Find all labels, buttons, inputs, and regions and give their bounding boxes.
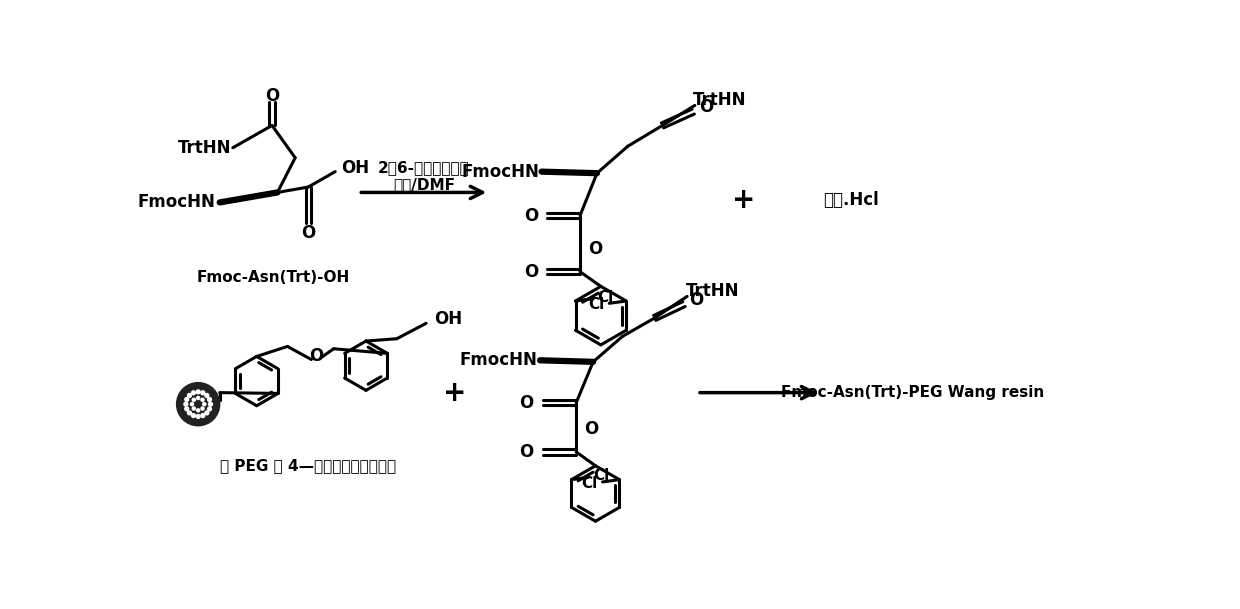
- Circle shape: [192, 398, 196, 401]
- Circle shape: [184, 403, 187, 406]
- Text: 2，6-二氯苯甲酰氯: 2，6-二氯苯甲酰氯: [378, 160, 470, 175]
- Text: TrtHN: TrtHN: [686, 282, 739, 300]
- Circle shape: [176, 382, 219, 426]
- Text: 吵啺/DMF: 吵啺/DMF: [393, 177, 455, 192]
- Text: Cl: Cl: [598, 290, 614, 304]
- Text: TrtHN: TrtHN: [177, 139, 231, 157]
- Text: FmocHN: FmocHN: [138, 194, 216, 211]
- Text: 吵啺.Hcl: 吵啺.Hcl: [823, 191, 879, 209]
- Text: +: +: [443, 379, 466, 407]
- Circle shape: [187, 393, 191, 398]
- Circle shape: [208, 403, 212, 406]
- Circle shape: [201, 414, 205, 418]
- Text: FmocHN: FmocHN: [461, 163, 539, 181]
- Circle shape: [207, 407, 212, 411]
- Text: O: O: [689, 291, 703, 309]
- Circle shape: [201, 391, 205, 395]
- Text: TrtHN: TrtHN: [693, 91, 746, 109]
- Text: O: O: [520, 443, 534, 461]
- Text: Cl: Cl: [588, 297, 605, 312]
- Text: +: +: [732, 186, 755, 214]
- Circle shape: [201, 398, 205, 401]
- Circle shape: [197, 396, 200, 400]
- Text: O: O: [525, 206, 538, 225]
- Text: O: O: [301, 224, 315, 242]
- Text: O: O: [520, 393, 534, 412]
- Text: Cl: Cl: [582, 476, 598, 491]
- Circle shape: [185, 407, 188, 411]
- Circle shape: [197, 409, 200, 412]
- Circle shape: [196, 415, 200, 418]
- Text: FmocHN: FmocHN: [460, 351, 538, 369]
- Circle shape: [187, 411, 191, 415]
- Circle shape: [207, 398, 212, 401]
- Text: O: O: [309, 348, 324, 365]
- Text: OH: OH: [341, 159, 370, 177]
- Text: O: O: [584, 420, 598, 438]
- Text: OH: OH: [434, 311, 461, 328]
- Text: O: O: [699, 98, 714, 116]
- Circle shape: [203, 403, 206, 406]
- Text: Fmoc-Asn(Trt)-PEG Wang resin: Fmoc-Asn(Trt)-PEG Wang resin: [781, 385, 1044, 400]
- Text: O: O: [265, 87, 279, 105]
- Circle shape: [191, 391, 196, 395]
- Circle shape: [191, 414, 196, 418]
- Circle shape: [201, 407, 205, 410]
- Text: O: O: [525, 262, 538, 281]
- Circle shape: [185, 398, 188, 401]
- Circle shape: [205, 411, 208, 415]
- Circle shape: [192, 407, 196, 410]
- Circle shape: [205, 393, 208, 398]
- Text: 含 PEG 的 4—烷氧基苯甲基醇树脂: 含 PEG 的 4—烷氧基苯甲基醇树脂: [221, 459, 397, 473]
- Text: O: O: [588, 239, 601, 258]
- Text: Cl: Cl: [593, 468, 609, 484]
- Circle shape: [196, 390, 200, 394]
- Text: Fmoc-Asn(Trt)-OH: Fmoc-Asn(Trt)-OH: [197, 270, 350, 284]
- Circle shape: [191, 403, 193, 406]
